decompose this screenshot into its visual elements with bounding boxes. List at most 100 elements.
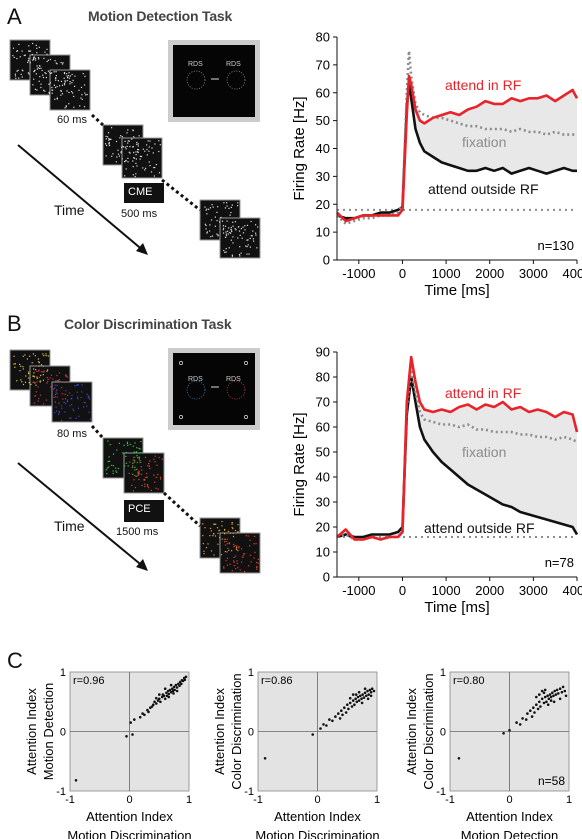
data-point bbox=[535, 703, 538, 706]
data-point bbox=[131, 733, 134, 736]
data-point bbox=[546, 703, 550, 706]
data-point bbox=[350, 705, 354, 708]
y-tick-label: 10 bbox=[316, 225, 330, 240]
time-arrow bbox=[17, 144, 146, 253]
data-point bbox=[348, 701, 352, 705]
data-point bbox=[515, 721, 518, 724]
attention-shaded-region bbox=[337, 76, 577, 221]
x-tick-label: 2000 bbox=[475, 266, 504, 281]
data-point bbox=[353, 703, 356, 706]
y-axis-label: Firing Rate [Hz] bbox=[291, 412, 308, 516]
data-point bbox=[348, 696, 352, 700]
data-point bbox=[155, 696, 158, 700]
x-tick-label: 2000 bbox=[475, 583, 504, 598]
x-tick-label: -1 bbox=[253, 794, 263, 806]
x-tick-label: -1000 bbox=[342, 266, 375, 281]
data-point bbox=[325, 724, 328, 727]
data-point bbox=[340, 709, 343, 712]
data-point bbox=[538, 693, 541, 696]
y-tick-label: 60 bbox=[316, 85, 330, 100]
timing-label-1: 80 ms bbox=[57, 428, 87, 440]
y-tick-label: -1 bbox=[56, 786, 66, 798]
y-tick-label: 50 bbox=[316, 113, 330, 128]
data-point bbox=[158, 697, 161, 701]
series-attend-outside-rf bbox=[336, 80, 577, 220]
timing-label-2: 1500 ms bbox=[116, 526, 159, 538]
time-axis-label: Time bbox=[54, 518, 85, 534]
x-tick-label: 3000 bbox=[519, 266, 548, 281]
data-point bbox=[168, 688, 172, 692]
x-tick-label: -1 bbox=[445, 794, 455, 806]
data-point bbox=[143, 713, 146, 717]
x-tick-label: 3000 bbox=[519, 583, 548, 598]
data-point bbox=[338, 717, 342, 720]
data-point bbox=[558, 687, 562, 690]
data-point bbox=[542, 691, 546, 695]
data-point bbox=[369, 690, 373, 694]
data-point bbox=[372, 689, 376, 693]
correlation-label: r=0.86 bbox=[261, 675, 293, 687]
data-point bbox=[322, 723, 325, 726]
data-point bbox=[355, 700, 359, 704]
y-tick-label: 20 bbox=[316, 520, 330, 535]
data-point bbox=[524, 718, 528, 721]
attention-shaded-region bbox=[337, 357, 577, 540]
data-point bbox=[341, 713, 344, 717]
series-attend-in-rf bbox=[336, 74, 579, 223]
data-point bbox=[172, 685, 176, 689]
data-point bbox=[538, 700, 541, 704]
data-point bbox=[554, 693, 558, 696]
data-point bbox=[180, 682, 183, 686]
y-tick-label: 1 bbox=[60, 667, 66, 679]
x-tick-label: 1000 bbox=[432, 266, 461, 281]
data-point bbox=[558, 697, 562, 701]
data-point bbox=[549, 695, 553, 699]
data-point bbox=[334, 715, 337, 718]
data-point bbox=[167, 695, 171, 699]
data-point bbox=[529, 709, 532, 712]
screen-display bbox=[173, 45, 255, 117]
x-axis-label-line: Attention Index bbox=[274, 809, 361, 824]
data-point bbox=[370, 687, 374, 690]
data-point bbox=[369, 694, 373, 698]
cue-label: CME bbox=[128, 186, 153, 198]
y-tick-label: -1 bbox=[436, 786, 446, 798]
data-point bbox=[560, 690, 564, 694]
data-point bbox=[366, 697, 370, 701]
stimulus-label-right: RDS bbox=[226, 61, 241, 68]
time-arrowhead bbox=[136, 559, 148, 571]
data-point bbox=[360, 697, 363, 701]
data-point bbox=[457, 757, 461, 760]
x-axis-label: Time [ms] bbox=[424, 599, 489, 616]
y-tick-label: 40 bbox=[316, 141, 330, 156]
correlation-label: r=0.96 bbox=[73, 675, 105, 687]
x-tick-label: 0 bbox=[399, 583, 406, 598]
x-tick-label: 4000 bbox=[563, 583, 582, 598]
data-point bbox=[530, 715, 534, 718]
data-point bbox=[359, 694, 362, 698]
legend-label-fixation: fixation bbox=[462, 134, 506, 150]
y-tick-label: 0 bbox=[440, 727, 446, 739]
data-point bbox=[328, 718, 331, 721]
data-point bbox=[133, 718, 136, 721]
y-tick-label: 60 bbox=[316, 420, 330, 435]
dotted-connector bbox=[90, 424, 105, 440]
stimulus-frames-b bbox=[9, 349, 261, 574]
stimulus-label-left: RDS bbox=[188, 376, 203, 383]
data-point bbox=[357, 690, 361, 694]
panel-letter-a: A bbox=[7, 4, 22, 29]
y-tick-label: 50 bbox=[316, 445, 330, 460]
data-point bbox=[356, 695, 360, 699]
random-dots-a bbox=[12, 42, 259, 257]
panel-b-title: Color Discrimination Task bbox=[64, 316, 232, 332]
cue-label: PCE bbox=[128, 503, 151, 515]
data-point bbox=[543, 688, 547, 692]
data-point bbox=[547, 697, 551, 701]
data-point bbox=[543, 695, 547, 699]
data-point bbox=[263, 757, 267, 760]
data-point bbox=[553, 689, 556, 693]
data-point bbox=[539, 705, 542, 708]
data-point bbox=[344, 711, 348, 714]
time-arrow bbox=[17, 462, 146, 569]
firing-rate-chart-b: 0 10 20 30 40 50 60 70 80 90 -1000 0 1000 2000 3000 400… bbox=[291, 345, 582, 617]
